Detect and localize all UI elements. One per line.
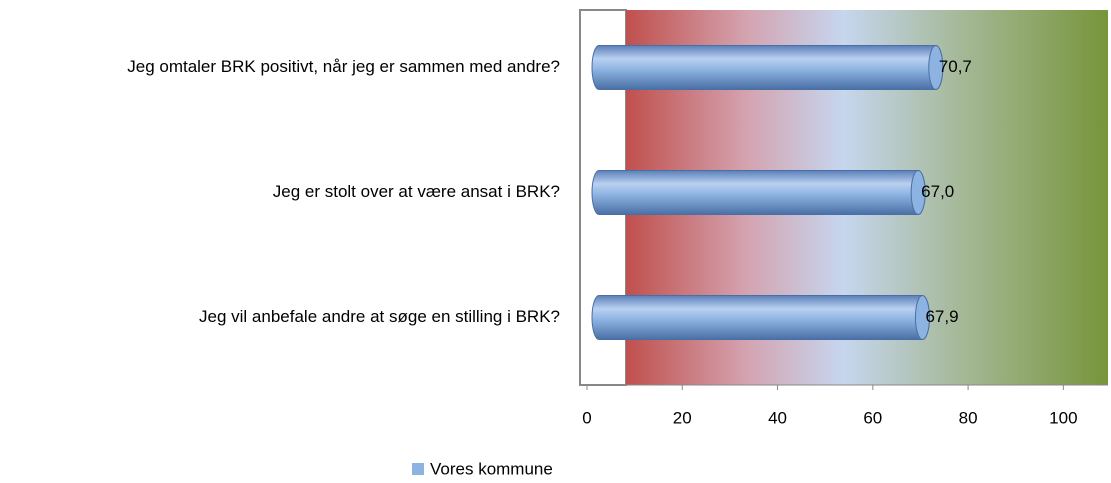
x-tick-label: 60 (863, 408, 882, 427)
bar (591, 45, 944, 90)
x-tick-label: 0 (582, 408, 591, 427)
bar-cap (910, 170, 926, 215)
bar-cap (928, 45, 944, 90)
data-label: 67,0 (921, 182, 954, 201)
y-tick-label: Jeg omtaler BRK positivt, når jeg er sam… (127, 57, 560, 76)
bar (591, 295, 930, 340)
data-label: 70,7 (939, 57, 972, 76)
x-tick-label: 20 (673, 408, 692, 427)
bar (591, 170, 926, 215)
data-label: 67,9 (925, 307, 958, 326)
x-tick-label: 40 (768, 408, 787, 427)
y-tick-label: Jeg er stolt over at være ansat i BRK? (273, 182, 560, 201)
legend-label: Vores kommune (430, 459, 553, 478)
legend-swatch (412, 463, 424, 475)
bar-cap (914, 295, 930, 340)
y-tick-label: Jeg vil anbefale andre at søge en stilli… (199, 307, 560, 326)
x-tick-label: 100 (1049, 408, 1077, 427)
x-tick-label: 80 (959, 408, 978, 427)
